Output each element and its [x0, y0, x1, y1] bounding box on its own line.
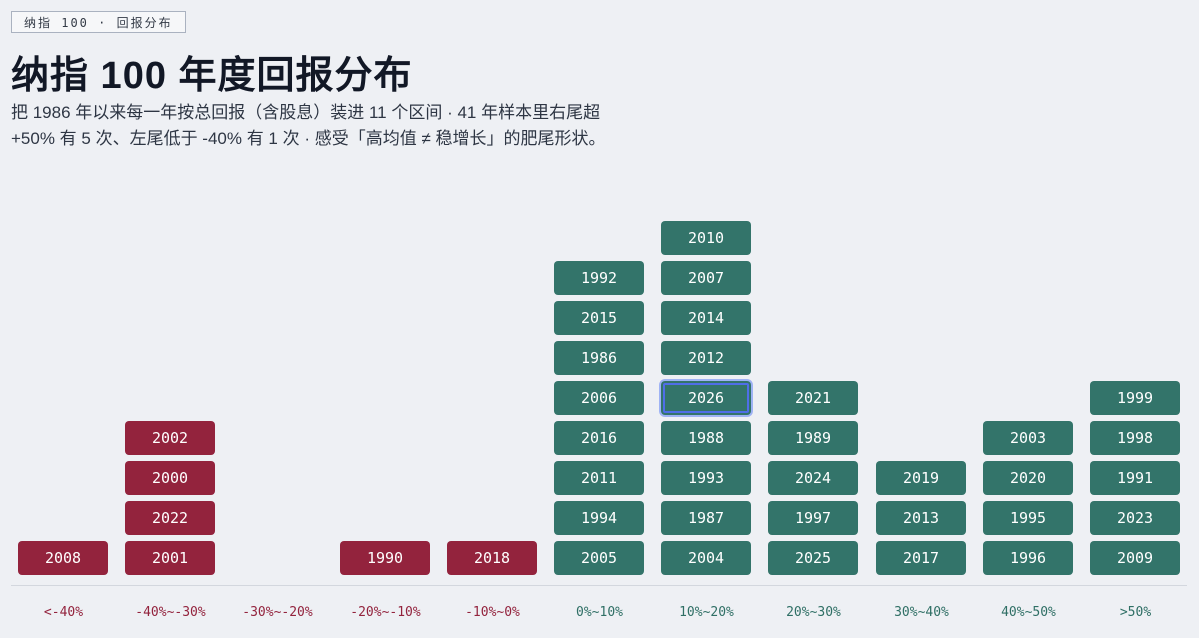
year-cell-1995[interactable]: 1995 [983, 501, 1073, 535]
year-cell-1991[interactable]: 1991 [1090, 461, 1180, 495]
year-cell-2021[interactable]: 2021 [768, 381, 858, 415]
year-cell-2003[interactable]: 2003 [983, 421, 1073, 455]
year-cell-2007[interactable]: 2007 [661, 261, 751, 295]
year-cell-2025[interactable]: 2025 [768, 541, 858, 575]
year-cell-2022[interactable]: 2022 [125, 501, 215, 535]
year-cell-1996[interactable]: 1996 [983, 541, 1073, 575]
year-cell-2020[interactable]: 2020 [983, 461, 1073, 495]
year-cell-2011[interactable]: 2011 [554, 461, 644, 495]
year-cell-1988[interactable]: 1988 [661, 421, 751, 455]
year-cell-1998[interactable]: 1998 [1090, 421, 1180, 455]
bin-label: -10%~0% [465, 605, 520, 620]
year-cell-2023[interactable]: 2023 [1090, 501, 1180, 535]
year-cell-2000[interactable]: 2000 [125, 461, 215, 495]
bin-label: 20%~30% [786, 605, 841, 620]
year-cell-1994[interactable]: 1994 [554, 501, 644, 535]
bin-label: 30%~40% [894, 605, 949, 620]
year-cell-1993[interactable]: 1993 [661, 461, 751, 495]
year-cell-2008[interactable]: 2008 [18, 541, 108, 575]
year-cell-2006[interactable]: 2006 [554, 381, 644, 415]
year-cell-1989[interactable]: 1989 [768, 421, 858, 455]
year-cell-1986[interactable]: 1986 [554, 341, 644, 375]
year-cell-1997[interactable]: 1997 [768, 501, 858, 535]
year-cell-1999[interactable]: 1999 [1090, 381, 1180, 415]
year-cell-2015[interactable]: 2015 [554, 301, 644, 335]
year-cell-2001[interactable]: 2001 [125, 541, 215, 575]
year-cell-2004[interactable]: 2004 [661, 541, 751, 575]
year-cell-2017[interactable]: 2017 [876, 541, 966, 575]
section-tag: 纳指 100 · 回报分布 [11, 11, 186, 33]
year-cell-2002[interactable]: 2002 [125, 421, 215, 455]
bin-label: 10%~20% [679, 605, 734, 620]
bin-label: >50% [1119, 605, 1152, 620]
bin-label: 0%~10% [576, 605, 623, 620]
bin-label: -30%~-20% [242, 605, 313, 620]
year-cell-2014[interactable]: 2014 [661, 301, 751, 335]
year-cell-2018[interactable]: 2018 [447, 541, 537, 575]
page-subtitle: 把 1986 年以来每一年按总回报（含股息）装进 11 个区间 · 41 年样本… [11, 103, 606, 148]
year-cell-2009[interactable]: 2009 [1090, 541, 1180, 575]
year-cell-2019[interactable]: 2019 [876, 461, 966, 495]
year-cell-2010[interactable]: 2010 [661, 221, 751, 255]
year-cell-2005[interactable]: 2005 [554, 541, 644, 575]
year-cell-2012[interactable]: 2012 [661, 341, 751, 375]
year-cell-2024[interactable]: 2024 [768, 461, 858, 495]
bin-label: -40%~-30% [135, 605, 206, 620]
year-cell-2013[interactable]: 2013 [876, 501, 966, 535]
year-cell-1992[interactable]: 1992 [554, 261, 644, 295]
year-cell-2026[interactable]: 2026 [661, 381, 751, 415]
year-cell-1990[interactable]: 1990 [340, 541, 430, 575]
year-cell-1987[interactable]: 1987 [661, 501, 751, 535]
histogram-chart: 2008 <-40% 2001 2022 2000 2002 -40%~-30% -30%~-… [0, 200, 1199, 638]
page-title: 纳指 100 年度回报分布 [11, 55, 413, 97]
bin-label: <-40% [43, 605, 84, 620]
year-cell-2016[interactable]: 2016 [554, 421, 644, 455]
bin-label: -20%~-10% [350, 605, 421, 620]
bin-label: 40%~50% [1001, 605, 1056, 620]
chart-baseline [11, 585, 1187, 586]
